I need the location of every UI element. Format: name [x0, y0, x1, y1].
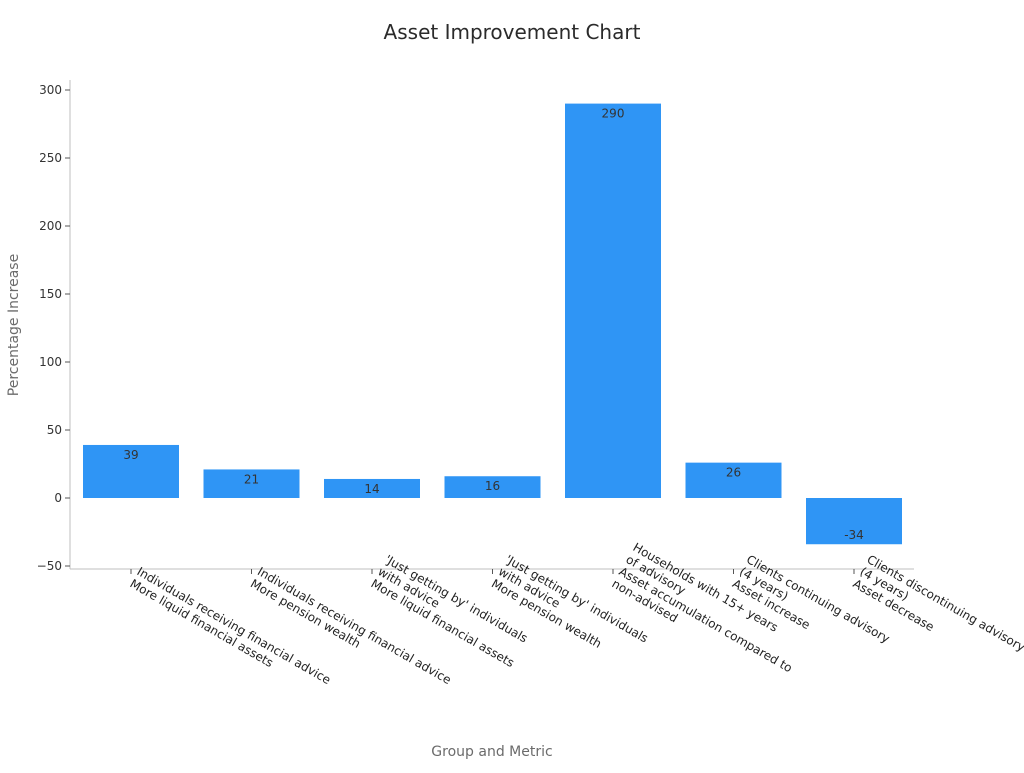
bar-value-label: 26: [726, 466, 741, 480]
y-tick-label: 150: [39, 287, 62, 301]
y-tick-label: 200: [39, 219, 62, 233]
y-axis-ticks: −50 0 50 100 150 200 250 300: [37, 83, 70, 573]
y-tick-label: 300: [39, 83, 62, 97]
y-tick-label: 100: [39, 355, 62, 369]
bar-value-label: 39: [123, 448, 138, 462]
bars-group: [83, 104, 902, 545]
bar: [565, 104, 661, 498]
x-category-label: Individuals receiving financial adviceMo…: [128, 564, 334, 699]
y-tick-label: 0: [54, 491, 62, 505]
y-tick-label: 250: [39, 151, 62, 165]
x-category-label: Clients discontinuing advisory(4 years)A…: [851, 552, 1024, 678]
bar-value-label: 21: [244, 472, 259, 486]
bar-value-label: 16: [485, 479, 500, 493]
x-axis-title: Group and Metric: [431, 744, 552, 760]
y-tick-label: 50: [47, 423, 62, 437]
bar-value-label: 14: [364, 482, 379, 496]
chart-title: Asset Improvement Chart: [384, 20, 641, 44]
bar-value-label: -34: [844, 528, 864, 542]
bar-value-label: 290: [602, 107, 625, 121]
x-axis-ticks: Individuals receiving financial adviceMo…: [128, 540, 1024, 699]
y-axis-title: Percentage Increase: [6, 254, 22, 396]
y-tick-label: −50: [37, 559, 62, 573]
x-category-label-line: Individuals receiving financial advice: [135, 564, 334, 687]
